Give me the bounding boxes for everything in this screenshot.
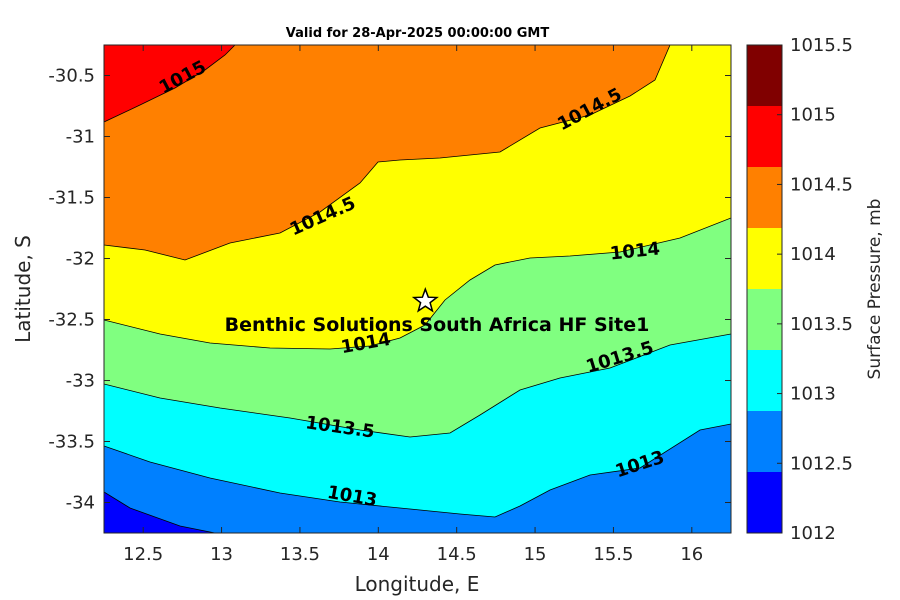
colorbar-tick-label: 1013: [790, 384, 836, 405]
map-title: Valid for 28-Apr-2025 00:00:00 GMT: [286, 26, 550, 41]
y-tick-label: -31.5: [48, 188, 95, 209]
x-tick-label: 14.5: [437, 544, 477, 565]
colorbar-swatch: [747, 45, 782, 107]
x-tick-label: 13.5: [280, 544, 320, 565]
plot-frame: [103, 44, 732, 534]
x-tick-label: 13: [210, 544, 233, 565]
colorbar-tick-label: 1015.5: [790, 35, 853, 56]
colorbar-swatch: [747, 472, 782, 534]
x-tick-label: 15.5: [593, 544, 633, 565]
band-1015-1015.5: [104, 45, 235, 122]
x-tick-label: 15: [524, 544, 547, 565]
y-tick-label: -31: [66, 127, 95, 148]
colorbar-swatch: [747, 350, 782, 412]
colorbar: 1015.5 1015 1014.5 1014 1013.5 1013 1012.5 1012: [746, 35, 853, 544]
x-tick-label: 14: [367, 544, 390, 565]
y-tick-label: -33: [66, 371, 95, 392]
colorbar-tick-label: 1013.5: [790, 314, 853, 335]
contour-lines: [104, 45, 731, 533]
colorbar-frame: [746, 44, 783, 534]
colorbar-swatch: [747, 411, 782, 473]
colorbar-swatch: [747, 289, 782, 351]
x-axis-label: Longitude, E: [355, 572, 480, 596]
band-1014.5-1015: [104, 45, 670, 260]
y-tick-label: -33.5: [48, 432, 95, 453]
colorbar-swatch: [747, 228, 782, 290]
colorbar-tick-label: 1014: [790, 244, 836, 265]
y-tick-label: -32: [66, 249, 95, 270]
y-tick-label: -30.5: [48, 66, 95, 87]
colorbar-swatch: [747, 106, 782, 168]
colorbar-tick-label: 1012: [790, 523, 836, 544]
x-axis-ticks: 12.5 13 13.5 14 14.5 15 15.5 16: [123, 45, 703, 565]
colorbar-tick-label: 1015: [790, 105, 836, 126]
y-axis-ticks: -30.5 -31 -31.5 -32 -32.5 -33 -33.5 -34: [48, 66, 731, 514]
colorbar-label: Surface Pressure, mb: [865, 199, 885, 380]
x-tick-label: 12.5: [123, 544, 163, 565]
colorbar-swatch: [747, 167, 782, 229]
y-tick-label: -34: [66, 493, 95, 514]
contour-fill-layer: [104, 45, 731, 533]
colorbar-tick-label: 1014.5: [790, 174, 853, 195]
site-label: Benthic Solutions South Africa HF Site1: [225, 314, 650, 336]
x-tick-label: 16: [680, 544, 703, 565]
contour-label: 1014: [609, 238, 661, 264]
y-axis-label: Latitude, S: [11, 235, 35, 343]
site-star-icon: [411, 287, 439, 313]
colorbar-tick-label: 1012.5: [790, 453, 853, 474]
y-tick-label: -32.5: [48, 310, 95, 331]
